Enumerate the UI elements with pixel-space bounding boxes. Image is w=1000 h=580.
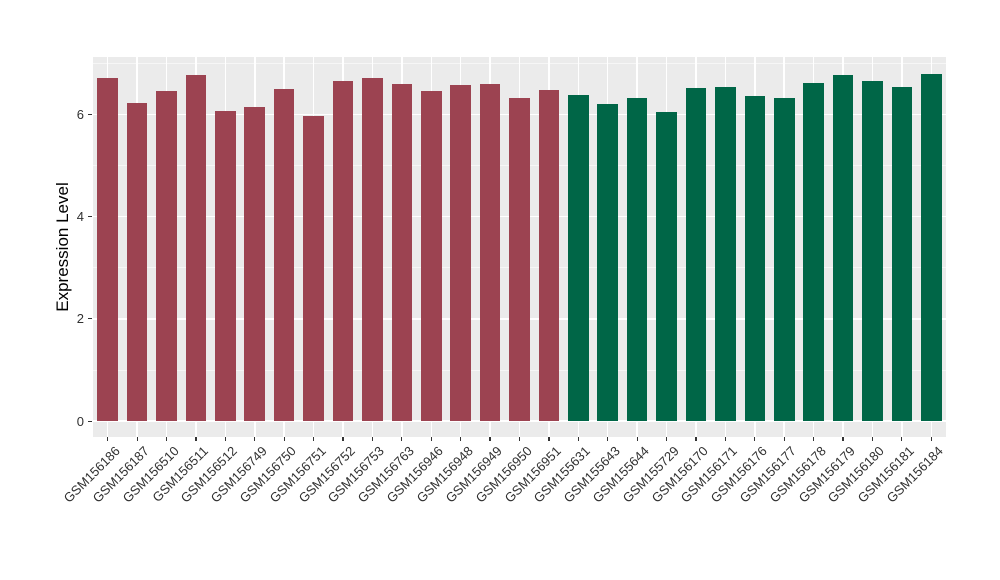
- bar-GSM156749: [244, 106, 266, 422]
- bar-GSM156176: [744, 95, 766, 422]
- bar-GSM156750: [273, 88, 295, 422]
- bar-GSM156950: [509, 98, 530, 422]
- x-tick-mark: [724, 437, 726, 441]
- bar-GSM156180: [862, 80, 883, 422]
- x-tick-mark: [313, 437, 315, 441]
- x-tick-mark: [195, 437, 197, 441]
- x-tick-mark: [636, 437, 638, 441]
- bar-GSM156171: [715, 87, 736, 422]
- y-tick-mark: [88, 215, 92, 218]
- bar-GSM155644: [626, 98, 648, 422]
- bar-GSM156178: [803, 82, 824, 422]
- y-tick-label: 0: [76, 413, 84, 429]
- bar-GSM156170: [685, 87, 707, 422]
- x-tick-mark: [783, 437, 785, 441]
- x-tick-mark: [371, 437, 374, 441]
- bar-GSM156179: [832, 75, 854, 422]
- bar-GSM156948: [450, 85, 471, 422]
- x-tick-mark: [518, 437, 521, 441]
- x-tick-mark: [901, 437, 903, 441]
- bar-GSM156949: [479, 83, 501, 422]
- bar-GSM156946: [420, 90, 442, 422]
- y-tick-mark: [88, 318, 92, 320]
- bar-GSM156186: [97, 78, 118, 422]
- x-tick-mark: [224, 437, 226, 441]
- bar-GSM156187: [126, 103, 148, 422]
- x-tick-mark: [695, 437, 697, 441]
- bar-GSM156951: [538, 90, 560, 422]
- bar-GSM155631: [568, 94, 589, 422]
- y-tick-label: 6: [76, 106, 84, 122]
- bar-GSM156753: [362, 78, 383, 422]
- x-tick-mark: [813, 437, 815, 441]
- x-tick-mark: [754, 437, 756, 441]
- bar-GSM155643: [597, 104, 619, 422]
- x-tick-mark: [871, 437, 874, 441]
- x-tick-mark: [165, 437, 168, 441]
- bar-GSM155729: [656, 111, 677, 422]
- y-axis-title: Expression Level: [53, 182, 72, 312]
- x-tick-mark: [607, 437, 609, 441]
- x-tick-mark: [930, 437, 932, 441]
- y-tick-label: 4: [76, 209, 84, 225]
- x-tick-mark: [430, 437, 432, 441]
- bar-GSM156181: [891, 86, 913, 422]
- bar-GSM156511: [185, 74, 207, 422]
- x-tick-mark: [254, 437, 256, 441]
- plot-panel: [93, 57, 946, 437]
- y-tick-mark: [88, 113, 92, 115]
- x-tick-mark: [577, 437, 579, 441]
- bar-GSM156763: [391, 84, 413, 422]
- bar-GSM156751: [303, 115, 324, 422]
- x-tick-mark: [401, 437, 403, 441]
- x-tick-mark: [548, 437, 550, 441]
- x-tick-mark: [283, 437, 285, 441]
- x-tick-mark: [460, 437, 462, 441]
- bar-GSM156510: [156, 91, 177, 422]
- y-tick-label: 2: [76, 311, 84, 327]
- bar-GSM156177: [773, 98, 795, 422]
- x-tick-mark: [107, 437, 109, 441]
- bar-GSM156184: [920, 74, 942, 422]
- bar-GSM156512: [215, 111, 236, 422]
- x-tick-mark: [665, 437, 668, 441]
- x-tick-mark: [342, 437, 344, 441]
- x-tick-mark: [136, 437, 138, 441]
- y-tick-mark: [88, 420, 92, 422]
- x-tick-mark: [842, 437, 844, 441]
- bar-GSM156752: [332, 81, 354, 422]
- x-tick-mark: [489, 437, 491, 441]
